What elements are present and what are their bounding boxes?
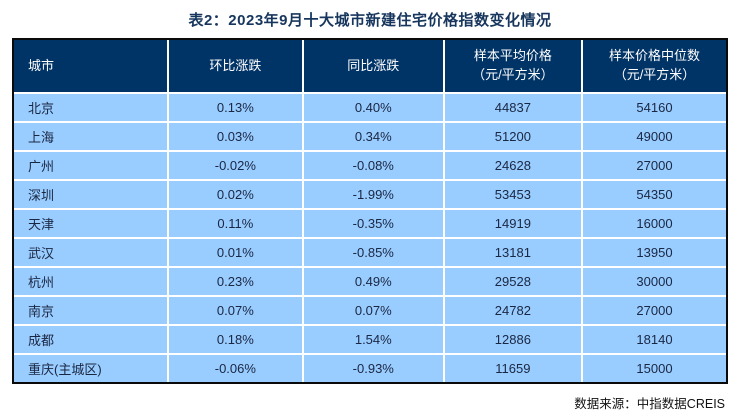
table-row: 广州 -0.02% -0.08% 24628 27000 bbox=[14, 150, 726, 181]
mom-change-cell: 0.01% bbox=[166, 237, 304, 268]
mom-change-cell: -0.02% bbox=[166, 150, 304, 181]
median-price-cell: 27000 bbox=[581, 150, 726, 181]
yoy-change-cell: -0.93% bbox=[301, 353, 445, 382]
avg-price-cell: 14919 bbox=[442, 208, 584, 239]
mom-change-cell: 0.11% bbox=[166, 208, 304, 239]
yoy-change-cell: -0.35% bbox=[301, 208, 445, 239]
city-cell: 天津 bbox=[14, 208, 169, 239]
table-row: 深圳 0.02% -1.99% 53453 54350 bbox=[14, 179, 726, 210]
median-price-cell: 27000 bbox=[581, 295, 726, 326]
column-header-1: 城市 bbox=[14, 40, 169, 94]
median-price-cell: 49000 bbox=[581, 121, 726, 152]
page-title: 表2：2023年9月十大城市新建住宅价格指数变化情况 bbox=[188, 12, 552, 29]
avg-price-cell: 53453 bbox=[442, 179, 584, 210]
yoy-change-cell: 0.40% bbox=[301, 92, 445, 123]
yoy-change-cell: 1.54% bbox=[301, 324, 445, 355]
median-price-cell: 30000 bbox=[581, 266, 726, 297]
avg-price-cell: 29528 bbox=[442, 266, 584, 297]
table-row: 武汉 0.01% -0.85% 13181 13950 bbox=[14, 237, 726, 268]
city-cell: 上海 bbox=[14, 121, 169, 152]
table-body: 北京 0.13% 0.40% 44837 54160 上海 0.03% 0.34… bbox=[14, 92, 726, 382]
city-cell: 深圳 bbox=[14, 179, 169, 210]
yoy-change-cell: -1.99% bbox=[301, 179, 445, 210]
column-header-4: 样本平均价格 （元/平方米） bbox=[442, 40, 584, 94]
median-price-cell: 13950 bbox=[581, 237, 726, 268]
data-source-note: 数据来源：中指数据CREIS bbox=[574, 397, 725, 411]
table-row: 天津 0.11% -0.35% 14919 16000 bbox=[14, 208, 726, 239]
yoy-change-cell: -0.08% bbox=[301, 150, 445, 181]
table-row: 重庆(主城区) -0.06% -0.93% 11659 15000 bbox=[14, 353, 726, 382]
city-cell: 成都 bbox=[14, 324, 169, 355]
yoy-change-cell: 0.07% bbox=[301, 295, 445, 326]
avg-price-cell: 44837 bbox=[442, 92, 584, 123]
table-row: 成都 0.18% 1.54% 12886 18140 bbox=[14, 324, 726, 355]
avg-price-cell: 51200 bbox=[442, 121, 584, 152]
table-header-row: 城市 环比涨跌 同比涨跌 样本平均价格 （元/平方米） 样本价格中位数 （元/平方米） bbox=[14, 40, 726, 94]
column-header-5: 样本价格中位数 （元/平方米） bbox=[581, 40, 726, 94]
median-price-cell: 54350 bbox=[581, 179, 726, 210]
table-row: 南京 0.07% 0.07% 24782 27000 bbox=[14, 295, 726, 326]
avg-price-cell: 24628 bbox=[442, 150, 584, 181]
avg-price-cell: 13181 bbox=[442, 237, 584, 268]
city-cell: 广州 bbox=[14, 150, 169, 181]
table-row: 北京 0.13% 0.40% 44837 54160 bbox=[14, 92, 726, 123]
median-price-cell: 18140 bbox=[581, 324, 726, 355]
median-price-cell: 15000 bbox=[581, 353, 726, 382]
price-index-table: 城市 环比涨跌 同比涨跌 样本平均价格 （元/平方米） 样本价格中位数 （元/平方米） 北京… bbox=[14, 40, 726, 382]
median-price-cell: 16000 bbox=[581, 208, 726, 239]
city-cell: 北京 bbox=[14, 92, 169, 123]
mom-change-cell: 0.18% bbox=[166, 324, 304, 355]
mom-change-cell: 0.02% bbox=[166, 179, 304, 210]
city-cell: 杭州 bbox=[14, 266, 169, 297]
mom-change-cell: 0.03% bbox=[166, 121, 304, 152]
yoy-change-cell: -0.85% bbox=[301, 237, 445, 268]
mom-change-cell: -0.06% bbox=[166, 353, 304, 382]
price-index-table-frame: 城市 环比涨跌 同比涨跌 样本平均价格 （元/平方米） 样本价格中位数 （元/平方米） 北京… bbox=[12, 38, 728, 384]
avg-price-cell: 24782 bbox=[442, 295, 584, 326]
median-price-cell: 54160 bbox=[581, 92, 726, 123]
avg-price-cell: 12886 bbox=[442, 324, 584, 355]
yoy-change-cell: 0.34% bbox=[301, 121, 445, 152]
column-header-3: 同比涨跌 bbox=[301, 40, 445, 94]
city-cell: 武汉 bbox=[14, 237, 169, 268]
city-cell: 重庆(主城区) bbox=[14, 353, 169, 382]
table-row: 杭州 0.23% 0.49% 29528 30000 bbox=[14, 266, 726, 297]
mom-change-cell: 0.13% bbox=[166, 92, 304, 123]
mom-change-cell: 0.23% bbox=[166, 266, 304, 297]
table-row: 上海 0.03% 0.34% 51200 49000 bbox=[14, 121, 726, 152]
mom-change-cell: 0.07% bbox=[166, 295, 304, 326]
column-header-2: 环比涨跌 bbox=[166, 40, 304, 94]
avg-price-cell: 11659 bbox=[442, 353, 584, 382]
city-cell: 南京 bbox=[14, 295, 169, 326]
yoy-change-cell: 0.49% bbox=[301, 266, 445, 297]
